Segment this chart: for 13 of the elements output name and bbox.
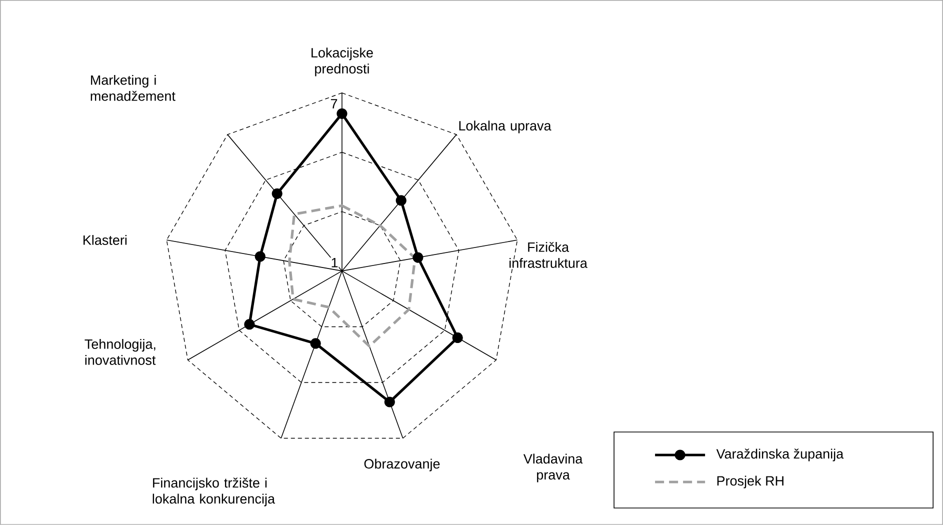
- spoke-label: Marketing i menadžement: [90, 74, 176, 101]
- spoke-label: Fizička infrastruktura: [510, 242, 588, 268]
- y-tick-label: 7: [330, 99, 338, 108]
- spoke-label: Vladavina prava: [523, 454, 583, 482]
- spoke-label: Lokacijske prednosti: [312, 48, 373, 76]
- spoke-label: Lokalna uprava: [459, 120, 552, 134]
- spoke-label: Financijsko tržište i lokalna konkurencija: [152, 478, 276, 506]
- spoke-label: Tehnologija, inovativnost: [84, 339, 156, 365]
- y-tick-label: 1: [332, 258, 338, 268]
- legend-label: Varaždinska županija: [716, 448, 844, 462]
- spoke-label: Obrazovanje: [364, 458, 440, 472]
- legend-label: Prosjek RH: [717, 476, 784, 488]
- spoke-label: Klasteri: [84, 235, 127, 245]
